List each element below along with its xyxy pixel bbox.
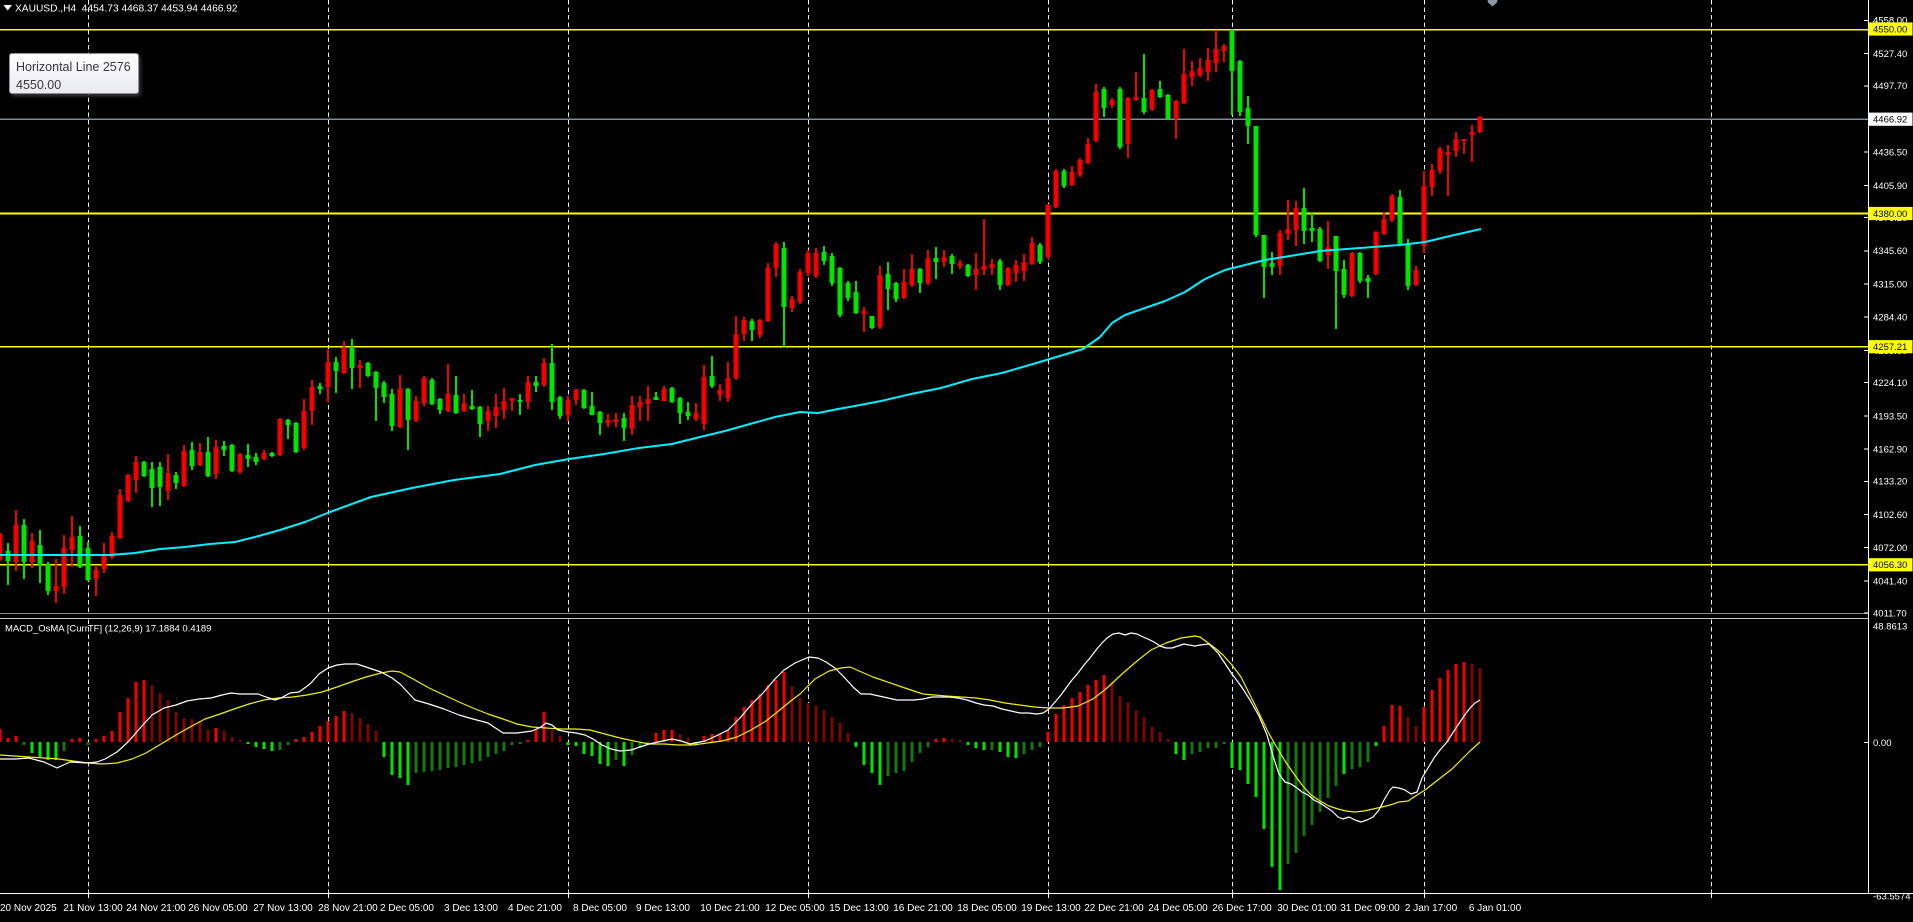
- svg-text:XAUUSD.,H4 4454.73 4468.37 44: XAUUSD.,H4 4454.73 4468.37 4453.94 4466.…: [15, 4, 238, 15]
- svg-text:24 Dec 05:00: 24 Dec 05:00: [1148, 903, 1208, 914]
- svg-text:9 Dec 13:00: 9 Dec 13:00: [636, 903, 690, 914]
- svg-text:2 Jan 17:00: 2 Jan 17:00: [1405, 903, 1458, 914]
- svg-text:4497.70: 4497.70: [1873, 81, 1907, 92]
- svg-text:4224.10: 4224.10: [1873, 378, 1907, 389]
- svg-text:4550.00: 4550.00: [16, 78, 61, 92]
- svg-text:24 Nov 21:00: 24 Nov 21:00: [126, 903, 186, 914]
- svg-text:48.8613: 48.8613: [1873, 621, 1907, 632]
- svg-text:0.00: 0.00: [1873, 738, 1892, 749]
- svg-text:4056.30: 4056.30: [1873, 560, 1907, 571]
- svg-text:2 Dec 05:00: 2 Dec 05:00: [380, 903, 434, 914]
- svg-text:12 Dec 05:00: 12 Dec 05:00: [765, 903, 825, 914]
- svg-text:4550.00: 4550.00: [1873, 24, 1907, 35]
- svg-text:4 Dec 21:00: 4 Dec 21:00: [508, 903, 562, 914]
- svg-text:27 Nov 13:00: 27 Nov 13:00: [253, 903, 313, 914]
- svg-text:15 Dec 13:00: 15 Dec 13:00: [829, 903, 889, 914]
- svg-text:26 Dec 17:00: 26 Dec 17:00: [1212, 903, 1272, 914]
- svg-text:31 Dec 09:00: 31 Dec 09:00: [1340, 903, 1400, 914]
- svg-text:30 Dec 01:00: 30 Dec 01:00: [1277, 903, 1337, 914]
- svg-text:22 Dec 21:00: 22 Dec 21:00: [1084, 903, 1144, 914]
- svg-text:4284.40: 4284.40: [1873, 313, 1907, 324]
- svg-text:Horizontal Line 2576: Horizontal Line 2576: [16, 60, 131, 74]
- svg-text:4436.50: 4436.50: [1873, 148, 1907, 159]
- svg-text:4102.60: 4102.60: [1873, 510, 1907, 521]
- svg-text:4257.21: 4257.21: [1873, 342, 1907, 353]
- svg-text:4345.60: 4345.60: [1873, 246, 1907, 257]
- svg-text:10 Dec 21:00: 10 Dec 21:00: [700, 903, 760, 914]
- svg-text:4466.92: 4466.92: [1873, 115, 1907, 126]
- svg-text:4133.20: 4133.20: [1873, 477, 1907, 488]
- svg-text:-63.5574: -63.5574: [1873, 891, 1911, 902]
- svg-text:18 Dec 05:00: 18 Dec 05:00: [957, 903, 1017, 914]
- svg-text:4558.00: 4558.00: [1873, 16, 1907, 27]
- svg-text:28 Nov 21:00: 28 Nov 21:00: [318, 903, 378, 914]
- svg-text:4315.00: 4315.00: [1873, 279, 1907, 290]
- svg-text:4011.70: 4011.70: [1873, 609, 1907, 620]
- svg-text:26 Nov 05:00: 26 Nov 05:00: [188, 903, 248, 914]
- svg-text:4380.00: 4380.00: [1873, 209, 1907, 220]
- svg-text:16 Dec 21:00: 16 Dec 21:00: [893, 903, 953, 914]
- svg-text:4405.90: 4405.90: [1873, 181, 1907, 192]
- svg-text:4527.40: 4527.40: [1873, 49, 1907, 60]
- svg-text:4162.90: 4162.90: [1873, 445, 1907, 456]
- svg-text:19 Dec 13:00: 19 Dec 13:00: [1021, 903, 1081, 914]
- svg-text:20 Nov 2025: 20 Nov 2025: [0, 903, 57, 914]
- svg-text:MACD_OsMA [CurrTF] (12,26,9) 1: MACD_OsMA [CurrTF] (12,26,9) 17.1884 0.4…: [5, 624, 211, 635]
- svg-text:3 Dec 13:00: 3 Dec 13:00: [444, 903, 498, 914]
- svg-text:8 Dec 05:00: 8 Dec 05:00: [573, 903, 627, 914]
- svg-text:6 Jan 01:00: 6 Jan 01:00: [1469, 903, 1522, 914]
- svg-text:4041.40: 4041.40: [1873, 576, 1907, 587]
- svg-text:4193.50: 4193.50: [1873, 411, 1907, 422]
- svg-text:21 Nov 13:00: 21 Nov 13:00: [63, 903, 123, 914]
- svg-text:4072.00: 4072.00: [1873, 543, 1907, 554]
